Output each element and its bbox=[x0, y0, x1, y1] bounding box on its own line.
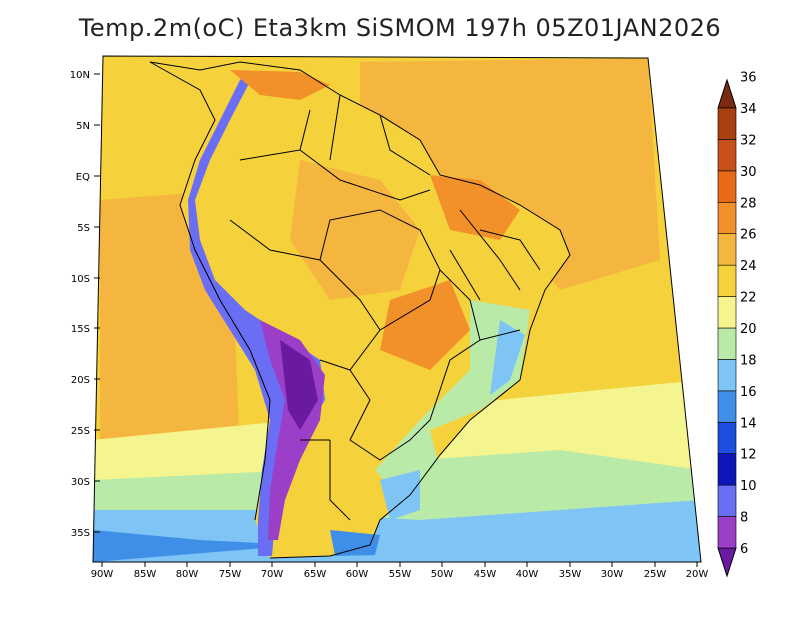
southeast-mild-highlands bbox=[375, 300, 530, 500]
colorbar-bottom-arrow bbox=[717, 547, 737, 578]
map-title: Temp.2m(oC) Eta3km SiSMOM 197h 05Z01JAN2… bbox=[78, 14, 722, 42]
latitude-axis: 10N 5N EQ 5S 10S 15S 20S 25S 30S 35S bbox=[70, 70, 90, 539]
lon-label: 50W bbox=[431, 569, 454, 580]
colorbar-tick-label: 34 bbox=[740, 102, 757, 117]
lon-label: 65W bbox=[304, 569, 327, 580]
lon-label: 60W bbox=[346, 569, 369, 580]
map-frame bbox=[92, 55, 702, 563]
lat-label: 5S bbox=[77, 223, 90, 234]
lon-label: 35W bbox=[559, 569, 582, 580]
colorbar-swatch bbox=[717, 390, 737, 423]
lon-label: 90W bbox=[91, 569, 114, 580]
colorbar-tick-label: 12 bbox=[740, 448, 757, 463]
latitude-ticks bbox=[94, 73, 100, 533]
colorbar-swatch bbox=[717, 484, 737, 517]
colorbar-tick-label: 36 bbox=[740, 71, 757, 86]
altiplano-coldest bbox=[280, 340, 318, 430]
southern-brazil-cool bbox=[380, 470, 420, 520]
colorbar-tick-label: 30 bbox=[740, 165, 757, 180]
colorbar-tick-label: 24 bbox=[740, 259, 757, 274]
southeast-cool-highlands bbox=[490, 320, 525, 395]
colorbar-tick-label: 8 bbox=[740, 511, 748, 526]
lon-label: 75W bbox=[219, 569, 242, 580]
lon-label: 30W bbox=[601, 569, 624, 580]
colorbar-tick-label: 32 bbox=[740, 133, 757, 148]
southern-borders bbox=[349, 269, 521, 461]
central-warm-patch bbox=[380, 280, 470, 370]
rio-plata-cold bbox=[330, 530, 380, 556]
northeast-warm-patch bbox=[430, 175, 520, 240]
lon-label: 80W bbox=[176, 569, 199, 580]
caribbean-warm-strip bbox=[230, 70, 330, 100]
country-boundaries bbox=[149, 61, 571, 559]
northeast-borders bbox=[449, 209, 541, 301]
colorbar: 6 8 10 12 14 16 18 20 22 24 26 28 30 32 34 36 bbox=[717, 71, 757, 578]
lat-label: 30S bbox=[71, 477, 90, 488]
colorbar-swatch bbox=[717, 264, 737, 297]
lon-label: 25W bbox=[644, 569, 667, 580]
lat-label: 15S bbox=[71, 324, 90, 335]
colorbar-swatch bbox=[717, 170, 737, 203]
colorbar-swatch bbox=[717, 233, 737, 266]
colorbar-tick-label: 6 bbox=[740, 542, 748, 557]
colorbar-tick-label: 20 bbox=[740, 322, 757, 337]
lon-label: 45W bbox=[474, 569, 497, 580]
colorbar-tick-label: 22 bbox=[740, 291, 757, 306]
colorbar-tick-label: 26 bbox=[740, 228, 757, 243]
colorbar-swatch bbox=[717, 327, 737, 360]
lat-label: EQ bbox=[76, 172, 90, 183]
lon-label: 70W bbox=[261, 569, 284, 580]
northern-borders bbox=[239, 94, 431, 201]
colorbar-top-arrow bbox=[717, 78, 737, 109]
lon-label: 20W bbox=[686, 569, 709, 580]
lon-label: 85W bbox=[134, 569, 157, 580]
lat-label: 10S bbox=[71, 274, 90, 285]
colorbar-swatch bbox=[717, 453, 737, 486]
colorbar-tick-label: 10 bbox=[740, 479, 757, 494]
colorbar-swatch bbox=[717, 139, 737, 172]
longitude-ticks bbox=[101, 562, 698, 567]
lon-label: 40W bbox=[516, 569, 539, 580]
amazon-warm-patch bbox=[290, 160, 420, 300]
colorbar-tick-label: 18 bbox=[740, 353, 757, 368]
colorbar-tick-label: 16 bbox=[740, 385, 757, 400]
colorbar-swatch bbox=[717, 296, 737, 329]
colorbar-tick-label: 28 bbox=[740, 196, 757, 211]
temperature-field bbox=[93, 56, 701, 562]
colorbar-swatch bbox=[717, 421, 737, 455]
coastline-east bbox=[149, 61, 571, 559]
argentina-borders bbox=[300, 439, 351, 521]
longitude-axis: 90W 85W 80W 75W 70W 65W 60W 55W 50W 45W … bbox=[91, 569, 709, 580]
colorbar-tick-label: 14 bbox=[740, 416, 757, 431]
southwest-cold-patch bbox=[93, 530, 300, 562]
lat-label: 10N bbox=[70, 70, 90, 81]
lat-label: 20S bbox=[71, 375, 90, 386]
lat-label: 5N bbox=[76, 121, 90, 132]
lat-label: 25S bbox=[71, 426, 90, 437]
colorbar-swatch bbox=[717, 107, 737, 140]
colorbar-swatch bbox=[717, 201, 737, 235]
colorbar-swatch bbox=[717, 516, 737, 549]
lat-label: 35S bbox=[71, 528, 90, 539]
atlantic-warm-zone bbox=[360, 58, 660, 290]
lon-label: 55W bbox=[389, 569, 412, 580]
colorbar-swatch bbox=[717, 359, 737, 392]
coastline-west bbox=[149, 61, 271, 521]
